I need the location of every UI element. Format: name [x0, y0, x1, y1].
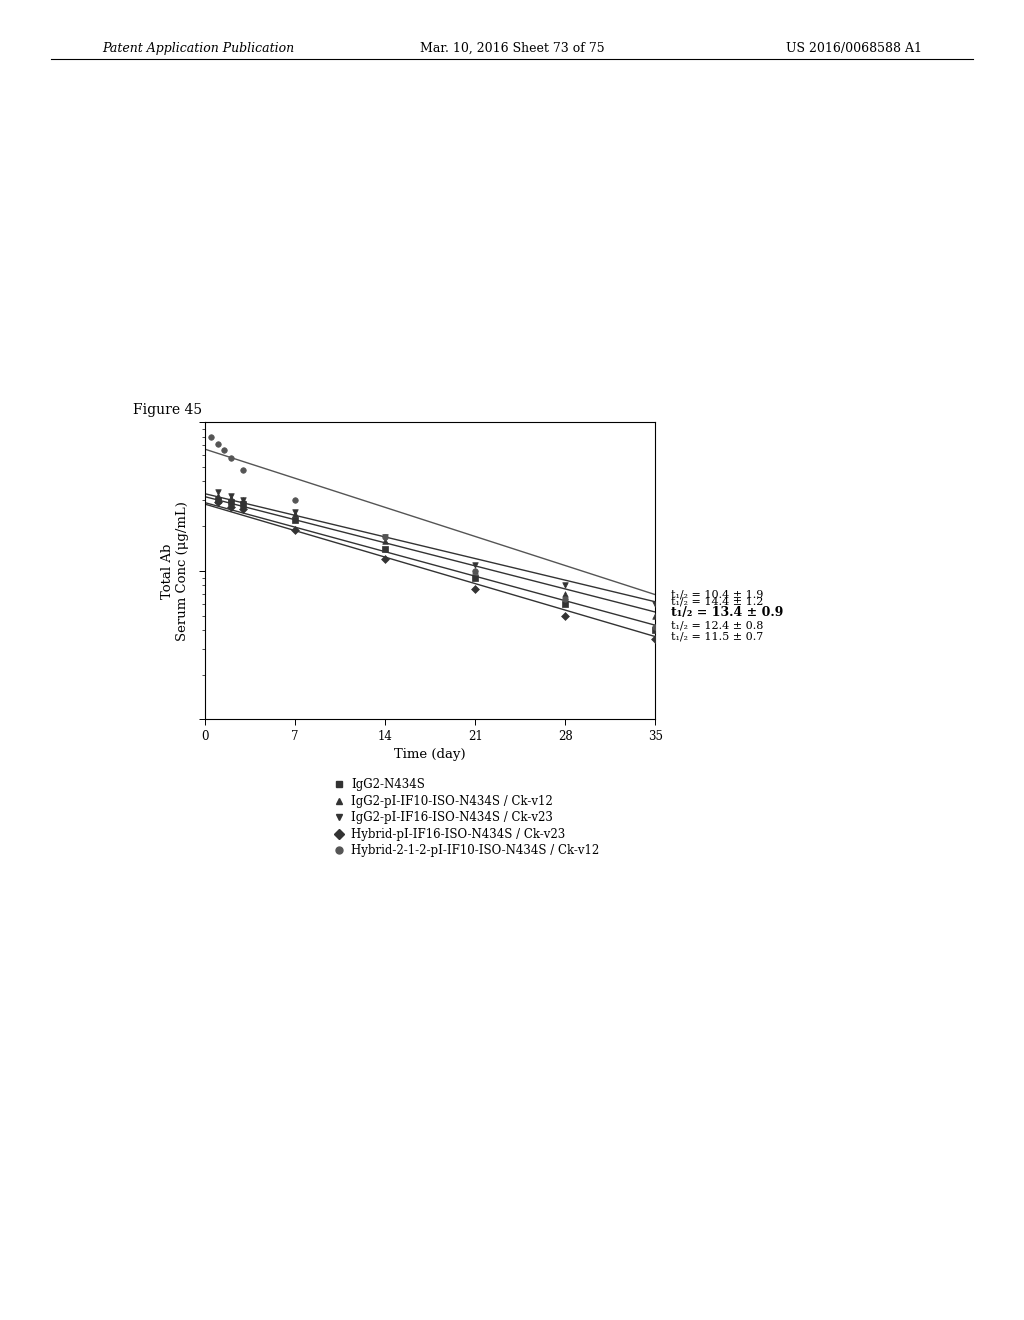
Text: t₁/₂ = 10.4 ± 1.9: t₁/₂ = 10.4 ± 1.9	[671, 590, 763, 599]
Point	[287, 510, 303, 531]
Point	[210, 482, 226, 503]
Point	[647, 593, 664, 614]
Point	[557, 589, 573, 610]
Point	[557, 605, 573, 626]
Point	[647, 628, 664, 649]
Point	[287, 504, 303, 525]
Point	[210, 486, 226, 507]
Point	[467, 560, 483, 581]
Text: t₁/₂ = 11.5 ± 0.7: t₁/₂ = 11.5 ± 0.7	[671, 631, 763, 642]
Point	[557, 583, 573, 605]
Point	[557, 593, 573, 614]
Point	[236, 490, 252, 511]
Point	[647, 616, 664, 638]
Point	[210, 433, 226, 454]
Point	[467, 579, 483, 601]
Text: t₁/₂ = 13.4 ± 0.9: t₁/₂ = 13.4 ± 0.9	[671, 606, 783, 619]
Legend: IgG2-N434S, IgG2-pI-IF10-ISO-N434S / Ck-v12, IgG2-pI-IF16-ISO-N434S / Ck-v23, Hy: IgG2-N434S, IgG2-pI-IF10-ISO-N434S / Ck-…	[334, 777, 599, 857]
Point	[236, 499, 252, 520]
Point	[467, 568, 483, 589]
Point	[557, 574, 573, 595]
Point	[210, 490, 226, 511]
Point	[377, 527, 393, 548]
Point	[222, 491, 239, 512]
Text: t₁/₂ = 12.4 ± 0.8: t₁/₂ = 12.4 ± 0.8	[671, 620, 763, 630]
Point	[377, 531, 393, 552]
Text: US 2016/0068588 A1: US 2016/0068588 A1	[785, 42, 922, 55]
Point	[222, 486, 239, 507]
Point	[287, 519, 303, 540]
Point	[222, 447, 239, 469]
Point	[210, 491, 226, 512]
X-axis label: Time (day): Time (day)	[394, 748, 466, 762]
Point	[287, 502, 303, 523]
Point	[377, 549, 393, 570]
Point	[647, 605, 664, 626]
Point	[236, 490, 252, 511]
Y-axis label: Total Ab
Serum Conc (μg/mL): Total Ab Serum Conc (μg/mL)	[161, 502, 188, 640]
Text: Patent Application Publication: Patent Application Publication	[102, 42, 295, 55]
Text: t₁/₂ = 14.4 ± 1.2: t₁/₂ = 14.4 ± 1.2	[671, 597, 763, 607]
Point	[203, 426, 219, 447]
Point	[377, 527, 393, 548]
Point	[236, 459, 252, 480]
Text: Mar. 10, 2016 Sheet 73 of 75: Mar. 10, 2016 Sheet 73 of 75	[420, 42, 604, 55]
Point	[222, 487, 239, 508]
Point	[287, 490, 303, 511]
Point	[467, 554, 483, 576]
Point	[236, 494, 252, 515]
Point	[647, 619, 664, 640]
Point	[377, 539, 393, 560]
Point	[216, 440, 232, 461]
Text: Figure 45: Figure 45	[133, 403, 203, 417]
Point	[222, 496, 239, 517]
Point	[467, 560, 483, 581]
